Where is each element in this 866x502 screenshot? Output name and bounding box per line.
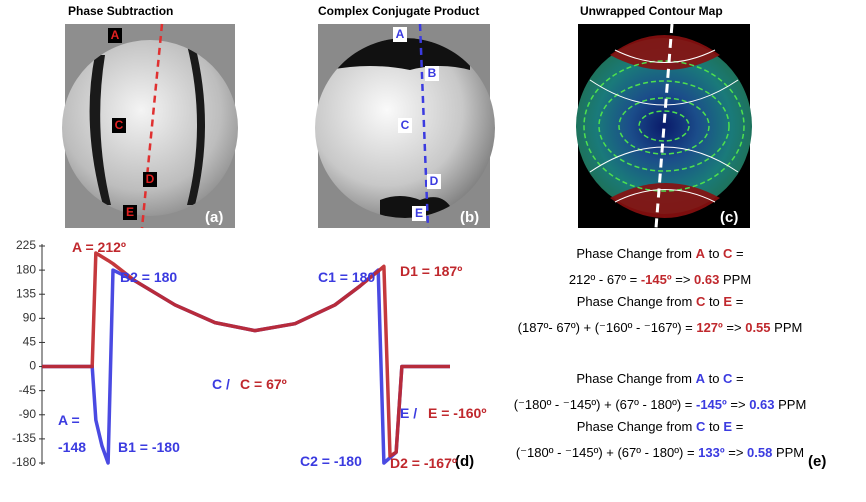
equation-segment: (⁻180º - ⁻145º) + (67º - 180º) = bbox=[514, 397, 696, 412]
y-tick-label: 0 bbox=[29, 359, 36, 373]
y-tick-label: 90 bbox=[23, 311, 37, 325]
annotation: E = -160º bbox=[428, 405, 486, 421]
panel-c: (c) bbox=[576, 24, 752, 228]
equation-segment: = bbox=[732, 246, 743, 261]
annotation: -148 bbox=[58, 439, 86, 455]
equation-segment: 0.55 bbox=[745, 320, 770, 335]
equation-segment: (187º- 67º) + (⁻160º - ⁻167º) = bbox=[518, 320, 697, 335]
annotation: A = bbox=[58, 412, 80, 428]
panel-b: A B C D E (b) bbox=[315, 24, 495, 228]
annotation: C1 = 180 bbox=[318, 269, 375, 285]
equation-segment: to bbox=[705, 246, 723, 261]
equation-segment: PPM bbox=[775, 397, 807, 412]
y-tick-label: -135 bbox=[12, 431, 36, 445]
figure: Phase Subtraction A C D E (a) Complex Co… bbox=[0, 0, 866, 497]
equation-segment: PPM bbox=[771, 320, 803, 335]
annotation: C = 67º bbox=[240, 376, 287, 392]
equation-line: 212º - 67º = -145º => 0.63 PPM bbox=[569, 272, 751, 287]
equation-line: (⁻180º - ⁻145º) + (67º - 180º) = -145º =… bbox=[514, 397, 807, 412]
equations: (e) Phase Change from A to C = 212º - 67º… bbox=[514, 246, 827, 470]
equation-segment: to bbox=[705, 419, 723, 434]
marker: C bbox=[401, 118, 410, 132]
panel-a: A C D E (a) bbox=[62, 24, 238, 228]
equation-segment: to bbox=[705, 294, 723, 309]
marker: C bbox=[115, 118, 124, 132]
y-tick-label: 225 bbox=[16, 238, 36, 252]
panel-tag: (a) bbox=[205, 209, 223, 226]
panel-tag: (e) bbox=[808, 453, 826, 470]
equation-segment: = bbox=[732, 294, 743, 309]
equation-line: (187º- 67º) + (⁻160º - ⁻167º) = 127º => … bbox=[518, 320, 803, 335]
annotation: E / bbox=[400, 405, 417, 421]
panel-tag: (d) bbox=[455, 453, 474, 470]
equation-segment: => bbox=[723, 320, 745, 335]
annotation: A = 212º bbox=[72, 239, 126, 255]
equation-segment: to bbox=[705, 371, 723, 386]
equation-segment: Phase Change from bbox=[576, 246, 695, 261]
series-line bbox=[42, 253, 450, 456]
panel-title: Unwrapped Contour Map bbox=[580, 4, 723, 18]
panel-title: Phase Subtraction bbox=[68, 4, 173, 18]
equation-segment: = bbox=[732, 371, 743, 386]
annotation: D2 = -167º bbox=[390, 455, 457, 471]
page: Phase Subtraction A C D E (a) Complex Co… bbox=[0, 0, 866, 502]
equation-segment: 127º bbox=[696, 320, 723, 335]
equation-segment: Phase Change from bbox=[576, 371, 695, 386]
equation-line: Phase Change from A to C = bbox=[576, 246, 743, 261]
y-tick-label: -180 bbox=[12, 455, 36, 469]
equation-segment: PPM bbox=[719, 272, 751, 287]
equation-segment: = bbox=[732, 419, 743, 434]
y-tick-label: -45 bbox=[19, 383, 37, 397]
marker: A bbox=[111, 28, 120, 42]
equation-segment: E bbox=[723, 294, 732, 309]
equation-segment: Phase Change from bbox=[577, 419, 696, 434]
marker: B bbox=[428, 66, 437, 80]
y-tick-label: 135 bbox=[16, 286, 36, 300]
equation-segment: 212º - 67º = bbox=[569, 272, 641, 287]
annotation: C / bbox=[212, 376, 230, 392]
annotation: C2 = -180 bbox=[300, 453, 362, 469]
equation-segment: E bbox=[723, 419, 732, 434]
annotation: B1 = -180 bbox=[118, 439, 180, 455]
equation-segment: => bbox=[672, 272, 694, 287]
marker: D bbox=[430, 174, 439, 188]
panel-tag: (b) bbox=[460, 209, 479, 226]
equation-segment: 133º bbox=[698, 445, 725, 460]
equation-segment: => bbox=[725, 445, 747, 460]
equation-segment: Phase Change from bbox=[577, 294, 696, 309]
marker: E bbox=[126, 205, 134, 219]
y-tick-label: 45 bbox=[23, 335, 37, 349]
y-tick-label: 180 bbox=[16, 262, 36, 276]
panel-tag: (c) bbox=[720, 209, 738, 226]
equation-segment: 0.63 bbox=[749, 397, 774, 412]
marker: A bbox=[396, 27, 405, 41]
marker: E bbox=[415, 206, 423, 220]
equation-segment: 0.63 bbox=[694, 272, 719, 287]
equation-segment: => bbox=[727, 397, 749, 412]
equation-segment: 0.58 bbox=[747, 445, 772, 460]
equation-segment: (⁻180º - ⁻145º) + (67º - 180º) = bbox=[516, 445, 698, 460]
equation-line: Phase Change from A to C = bbox=[576, 371, 743, 386]
equation-line: Phase Change from C to E = bbox=[577, 419, 744, 434]
annotation: D1 = 187º bbox=[400, 263, 462, 279]
y-tick-label: -90 bbox=[19, 407, 37, 421]
equation-segment: -145º bbox=[641, 272, 672, 287]
marker: D bbox=[146, 172, 155, 186]
panel-title: Complex Conjugate Product bbox=[318, 4, 479, 18]
equation-line: Phase Change from C to E = bbox=[577, 294, 744, 309]
equation-segment: -145º bbox=[696, 397, 727, 412]
line-chart: (d) 225 180 135 90 45 0 -45 -90 -135 -180 A = 212º… bbox=[12, 238, 486, 471]
annotation: B2 = 180 bbox=[120, 269, 177, 285]
equation-segment: PPM bbox=[772, 445, 804, 460]
equation-line: (⁻180º - ⁻145º) + (67º - 180º) = 133º =>… bbox=[516, 445, 804, 460]
